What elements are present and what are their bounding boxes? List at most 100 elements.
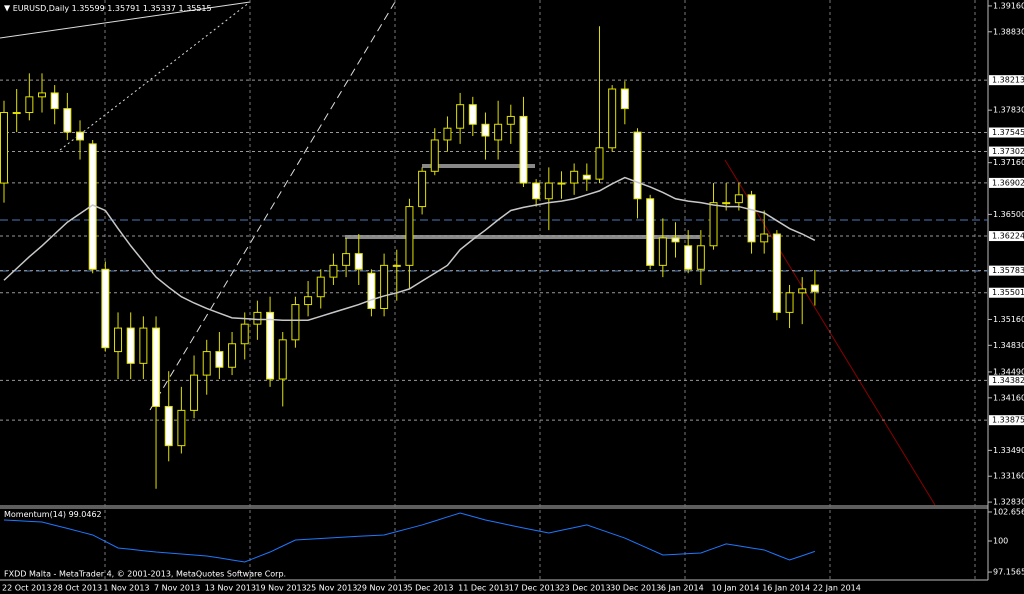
indicator-value: 99.0462 — [69, 510, 102, 519]
price-level-box — [989, 75, 1024, 86]
candle-body — [519, 115, 528, 184]
candle-body — [494, 123, 503, 141]
y-tick-label: 1.34160 — [993, 393, 1024, 402]
candle-body — [772, 233, 781, 313]
indicator-line — [3, 512, 816, 563]
candle-body — [266, 311, 275, 380]
x-tick-label: 22 Jan 2014 — [813, 584, 861, 593]
candle-body — [367, 272, 376, 309]
x-tick-label: 10 Jan 2014 — [712, 584, 760, 593]
candle-body — [595, 147, 604, 180]
x-tick-label: 5 Dec 2013 — [407, 584, 453, 593]
candle-body — [38, 92, 47, 98]
candle-body — [506, 115, 515, 125]
header-open: 1.35599 — [72, 4, 105, 13]
candle-body — [342, 253, 351, 266]
candle-body — [291, 304, 300, 341]
candle-body — [709, 202, 718, 247]
candle-body — [582, 174, 591, 180]
candle-body — [12, 112, 21, 115]
candle-body — [544, 182, 553, 200]
x-tick-label: 13 Nov 2013 — [205, 584, 256, 593]
candle-body — [50, 92, 59, 110]
y-tick-label: 1.32830 — [993, 498, 1024, 507]
x-tick-label: 19 Nov 2013 — [255, 584, 306, 593]
y-tick-label: 100 — [993, 536, 1008, 545]
candle-body — [139, 327, 148, 364]
x-tick-label: 16 Jan 2014 — [762, 584, 810, 593]
y-tick-label: 1.39160 — [993, 1, 1024, 10]
y-tick-label: 1.38830 — [993, 27, 1024, 36]
y-tick-label: 1.33490 — [993, 446, 1024, 455]
trend-line — [59, 1, 251, 151]
candle-body — [152, 327, 161, 407]
price-level-box — [989, 177, 1024, 188]
price-level-label: 1.37302 — [992, 147, 1024, 156]
candle-body — [671, 237, 680, 243]
x-tick-label: 30 Dec 2013 — [610, 584, 661, 593]
candle-body — [101, 268, 110, 349]
price-level-box — [989, 265, 1024, 276]
x-tick-label: 25 Nov 2013 — [306, 584, 357, 593]
candle-body — [722, 202, 731, 205]
price-level-label: 1.35783 — [992, 266, 1024, 275]
candle-body — [126, 327, 135, 364]
x-tick-label: 23 Dec 2013 — [559, 584, 610, 593]
candle-body — [202, 351, 211, 376]
candle-body — [430, 139, 439, 172]
trend-line — [149, 1, 396, 411]
candle-body — [240, 323, 249, 345]
candle-body — [760, 233, 769, 243]
y-tick-label: 1.33160 — [993, 472, 1024, 481]
price-level-box — [989, 375, 1024, 386]
candle-body — [316, 276, 325, 298]
candle-body — [646, 198, 655, 266]
y-tick-label: 1.35160 — [993, 315, 1024, 324]
candle-body — [329, 264, 338, 278]
candle-body — [190, 374, 199, 411]
candle-body — [734, 194, 743, 204]
trend-line — [0, 1, 251, 39]
candle-body — [481, 123, 490, 137]
candle-body — [164, 405, 173, 447]
y-tick-label: 1.37830 — [993, 106, 1024, 115]
indicator-name: Momentum(14) — [4, 510, 66, 519]
y-tick-label: 1.36500 — [993, 210, 1024, 219]
footer: FXDD Malta - MetaTrader 4, © 2001-2013, … — [4, 570, 286, 579]
symbol: EURUSD,Daily — [13, 4, 70, 13]
candle-body — [785, 292, 794, 313]
candle-body — [25, 96, 34, 114]
chart-header: ▼ EURUSD,Daily 1.35599 1.35791 1.35337 1… — [4, 4, 212, 13]
candle-body — [747, 194, 756, 243]
header-high: 1.35791 — [107, 4, 140, 13]
price-level-label: 1.35501 — [992, 288, 1024, 297]
candle-body — [532, 182, 541, 200]
candle-body — [658, 237, 667, 266]
candle-body — [177, 409, 186, 447]
price-level-box — [989, 415, 1024, 426]
candle-body — [633, 131, 642, 200]
candle-body — [0, 112, 8, 184]
candle-body — [456, 104, 465, 129]
candle-body — [468, 104, 477, 125]
candle-body — [798, 288, 807, 294]
x-tick-label: 29 Nov 2013 — [357, 584, 408, 593]
candle-body — [354, 253, 363, 270]
candle-body — [215, 351, 224, 368]
y-tick-label: 1.34490 — [993, 367, 1024, 376]
price-level-label: 1.38213 — [992, 76, 1024, 85]
candle-body — [76, 131, 85, 141]
x-tick-label: 1 Nov 2013 — [103, 584, 149, 593]
candle-body — [696, 245, 705, 270]
y-tick-label: 1.37160 — [993, 158, 1024, 167]
candle-body — [63, 108, 72, 133]
y-tick-label: 97.1565 — [993, 568, 1024, 577]
candle-body — [443, 127, 452, 141]
header-low: 1.35337 — [143, 4, 176, 13]
candle-body — [570, 170, 579, 184]
candle-body — [304, 296, 313, 306]
